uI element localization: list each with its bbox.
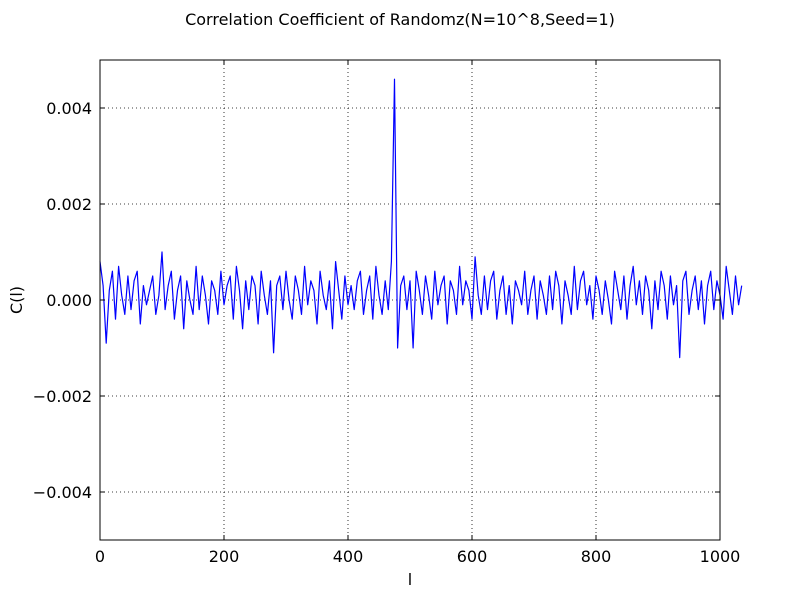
series-line xyxy=(99,78,743,359)
y-tick-label: −0.002 xyxy=(33,387,92,406)
x-tick-label: 0 xyxy=(95,547,105,566)
axis-ticks xyxy=(99,60,721,540)
y-tick-label: 0.004 xyxy=(46,99,92,118)
grid-lines xyxy=(100,60,720,540)
axis-tick-labels: 0 200 400 600 800 1000 −0.004 −0.002 0.000 0.002 0… xyxy=(33,99,741,566)
x-tick-label: 1000 xyxy=(700,547,741,566)
x-tick-label: 600 xyxy=(457,547,488,566)
x-axis-label: l xyxy=(408,570,412,589)
x-tick-label: 400 xyxy=(333,547,364,566)
x-tick-label: 200 xyxy=(209,547,240,566)
y-tick-label: 0.002 xyxy=(46,195,92,214)
x-tick-label: 800 xyxy=(581,547,612,566)
chart-title: Correlation Coefficient of Randomz(N=10^… xyxy=(185,10,615,29)
series-layer xyxy=(99,78,743,359)
y-tick-label: 0.000 xyxy=(46,291,92,310)
y-tick-label: −0.004 xyxy=(33,483,92,502)
y-axis-label: C(l) xyxy=(7,286,26,314)
